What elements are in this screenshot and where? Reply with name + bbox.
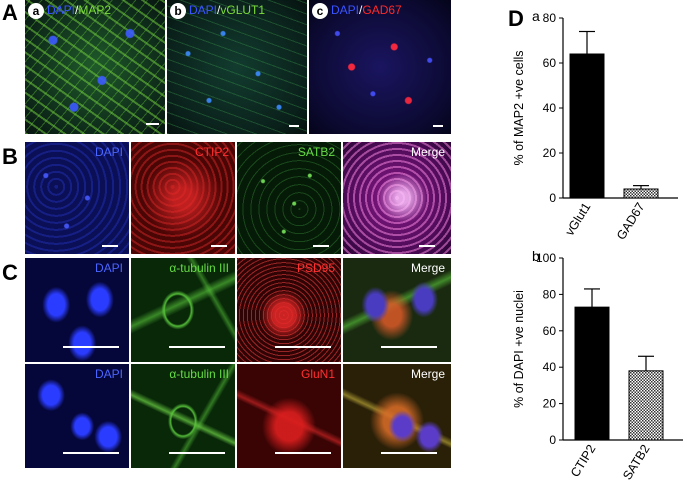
label-c-r1-merge: Merge	[410, 261, 445, 275]
micrograph-b-dapi: DAPI	[25, 142, 129, 254]
sublabel-b: b	[170, 3, 186, 19]
micrograph-c-r2-dapi: DAPI	[25, 364, 129, 468]
label-c-r2-dapi: DAPI	[94, 367, 123, 381]
scalebar-b4	[419, 245, 435, 247]
micrograph-a-map2: a DAPI/MAP2	[25, 0, 165, 134]
label-b-dapi: DAPI	[189, 3, 218, 17]
label-b-vglut1: vGLUT1	[220, 3, 266, 17]
y-tick-label-b-5: 100	[536, 251, 556, 265]
bar-b-SATB2	[628, 370, 664, 441]
y-axis-label-a: % of MAP2 +ve cells	[512, 51, 526, 166]
scalebar-b	[289, 125, 299, 127]
y-tick-label-a-0: 0	[549, 191, 556, 205]
label-b-panel-dapi: DAPI	[94, 145, 123, 159]
panel-letter-a: A	[2, 0, 18, 25]
micrograph-c-r1-psd95: PSD95	[237, 258, 341, 362]
micrograph-c-r1-tubulin: α-tubulin III	[131, 258, 235, 362]
scalebar-c5	[63, 452, 119, 454]
scalebar-b1	[102, 245, 118, 247]
label-c-r2-merge: Merge	[410, 367, 445, 381]
panel-letter-c: C	[2, 260, 18, 285]
micrograph-b-vglut1: b DAPI/vGLUT1	[167, 0, 307, 134]
scalebar-c	[433, 125, 443, 127]
label-c-r1-tubulin: α-tubulin III	[169, 261, 229, 275]
scalebar-c7	[275, 452, 331, 454]
label-b-stains: DAPI/vGLUT1	[189, 4, 265, 16]
label-c-gad67: GAD67	[362, 3, 402, 17]
micrograph-b-merge: Merge	[343, 142, 451, 254]
label-a-stains: DAPI/MAP2	[47, 4, 111, 16]
y-tick-label-a-3: 60	[543, 56, 557, 70]
chart-sublabel-a: a	[532, 8, 540, 24]
label-a-sep: /	[75, 3, 79, 17]
x-tick-label-b-1: SATB2	[620, 442, 652, 482]
y-tick-label-a-4: 80	[543, 11, 557, 25]
scalebar-c1	[63, 346, 119, 348]
scalebar-b3	[313, 245, 329, 247]
micrograph-c-r1-dapi: DAPI	[25, 258, 129, 362]
chart-sublabel-b: b	[532, 248, 540, 264]
scalebar-c2	[169, 346, 225, 348]
label-c-r2-tubulin: α-tubulin III	[169, 367, 229, 381]
scalebar-c3	[275, 346, 331, 348]
label-c-r2-glun1: GluN1	[300, 367, 335, 381]
x-tick-label-a-1: GAD67	[614, 200, 648, 242]
y-tick-label-a-2: 40	[543, 101, 557, 115]
y-tick-label-b-0: 0	[549, 433, 556, 447]
sublabel-a: a	[28, 3, 44, 19]
scalebar-c4	[381, 346, 437, 348]
micrograph-c-r2-tubulin: α-tubulin III	[131, 364, 235, 468]
micrograph-c-r2-glun1: GluN1	[237, 364, 341, 468]
label-b-panel-ctip2: CTIP2	[194, 145, 229, 159]
micrograph-c-r2-merge: Merge	[343, 364, 451, 468]
y-tick-label-b-3: 60	[543, 324, 557, 338]
panel-letter-b: B	[2, 144, 18, 169]
micrograph-c-r1-merge: Merge	[343, 258, 451, 362]
label-c-sep: /	[359, 3, 363, 17]
y-tick-label-b-1: 20	[543, 397, 557, 411]
scalebar-c6	[169, 452, 225, 454]
scalebar-b2	[211, 245, 227, 247]
y-tick-label-b-4: 80	[543, 287, 557, 301]
micrograph-b-satb2: SATB2	[237, 142, 341, 254]
label-c-r1-psd95: PSD95	[296, 261, 335, 275]
scalebar-c8	[381, 452, 437, 454]
x-tick-label-b-0: CTIP2	[568, 442, 599, 480]
label-c-dapi: DAPI	[331, 3, 360, 17]
label-b-panel-merge: Merge	[410, 145, 445, 159]
micrograph-b-ctip2: CTIP2	[131, 142, 235, 254]
label-c-r1-dapi: DAPI	[94, 261, 123, 275]
panel-letter-d: D	[508, 6, 524, 31]
scalebar-a	[146, 123, 159, 125]
micrograph-c-gad67: c DAPI/GAD67	[309, 0, 451, 134]
label-b-panel-satb2: SATB2	[297, 145, 335, 159]
label-a-dapi: DAPI	[47, 3, 76, 17]
y-tick-label-b-2: 40	[543, 360, 557, 374]
label-b-sep: /	[217, 3, 221, 17]
sublabel-c: c	[312, 3, 328, 19]
x-tick-label-a-0: vGlut1	[563, 200, 594, 238]
bar-a-vGlut1	[569, 53, 605, 199]
bar-a-GAD67	[623, 188, 659, 199]
y-axis-label-b: % of DAPI +ve nuclei	[512, 290, 526, 408]
label-c-stains: DAPI/GAD67	[331, 4, 402, 16]
label-a-map2: MAP2	[78, 3, 112, 17]
bar-b-CTIP2	[574, 306, 610, 441]
y-tick-label-a-1: 20	[543, 146, 557, 160]
